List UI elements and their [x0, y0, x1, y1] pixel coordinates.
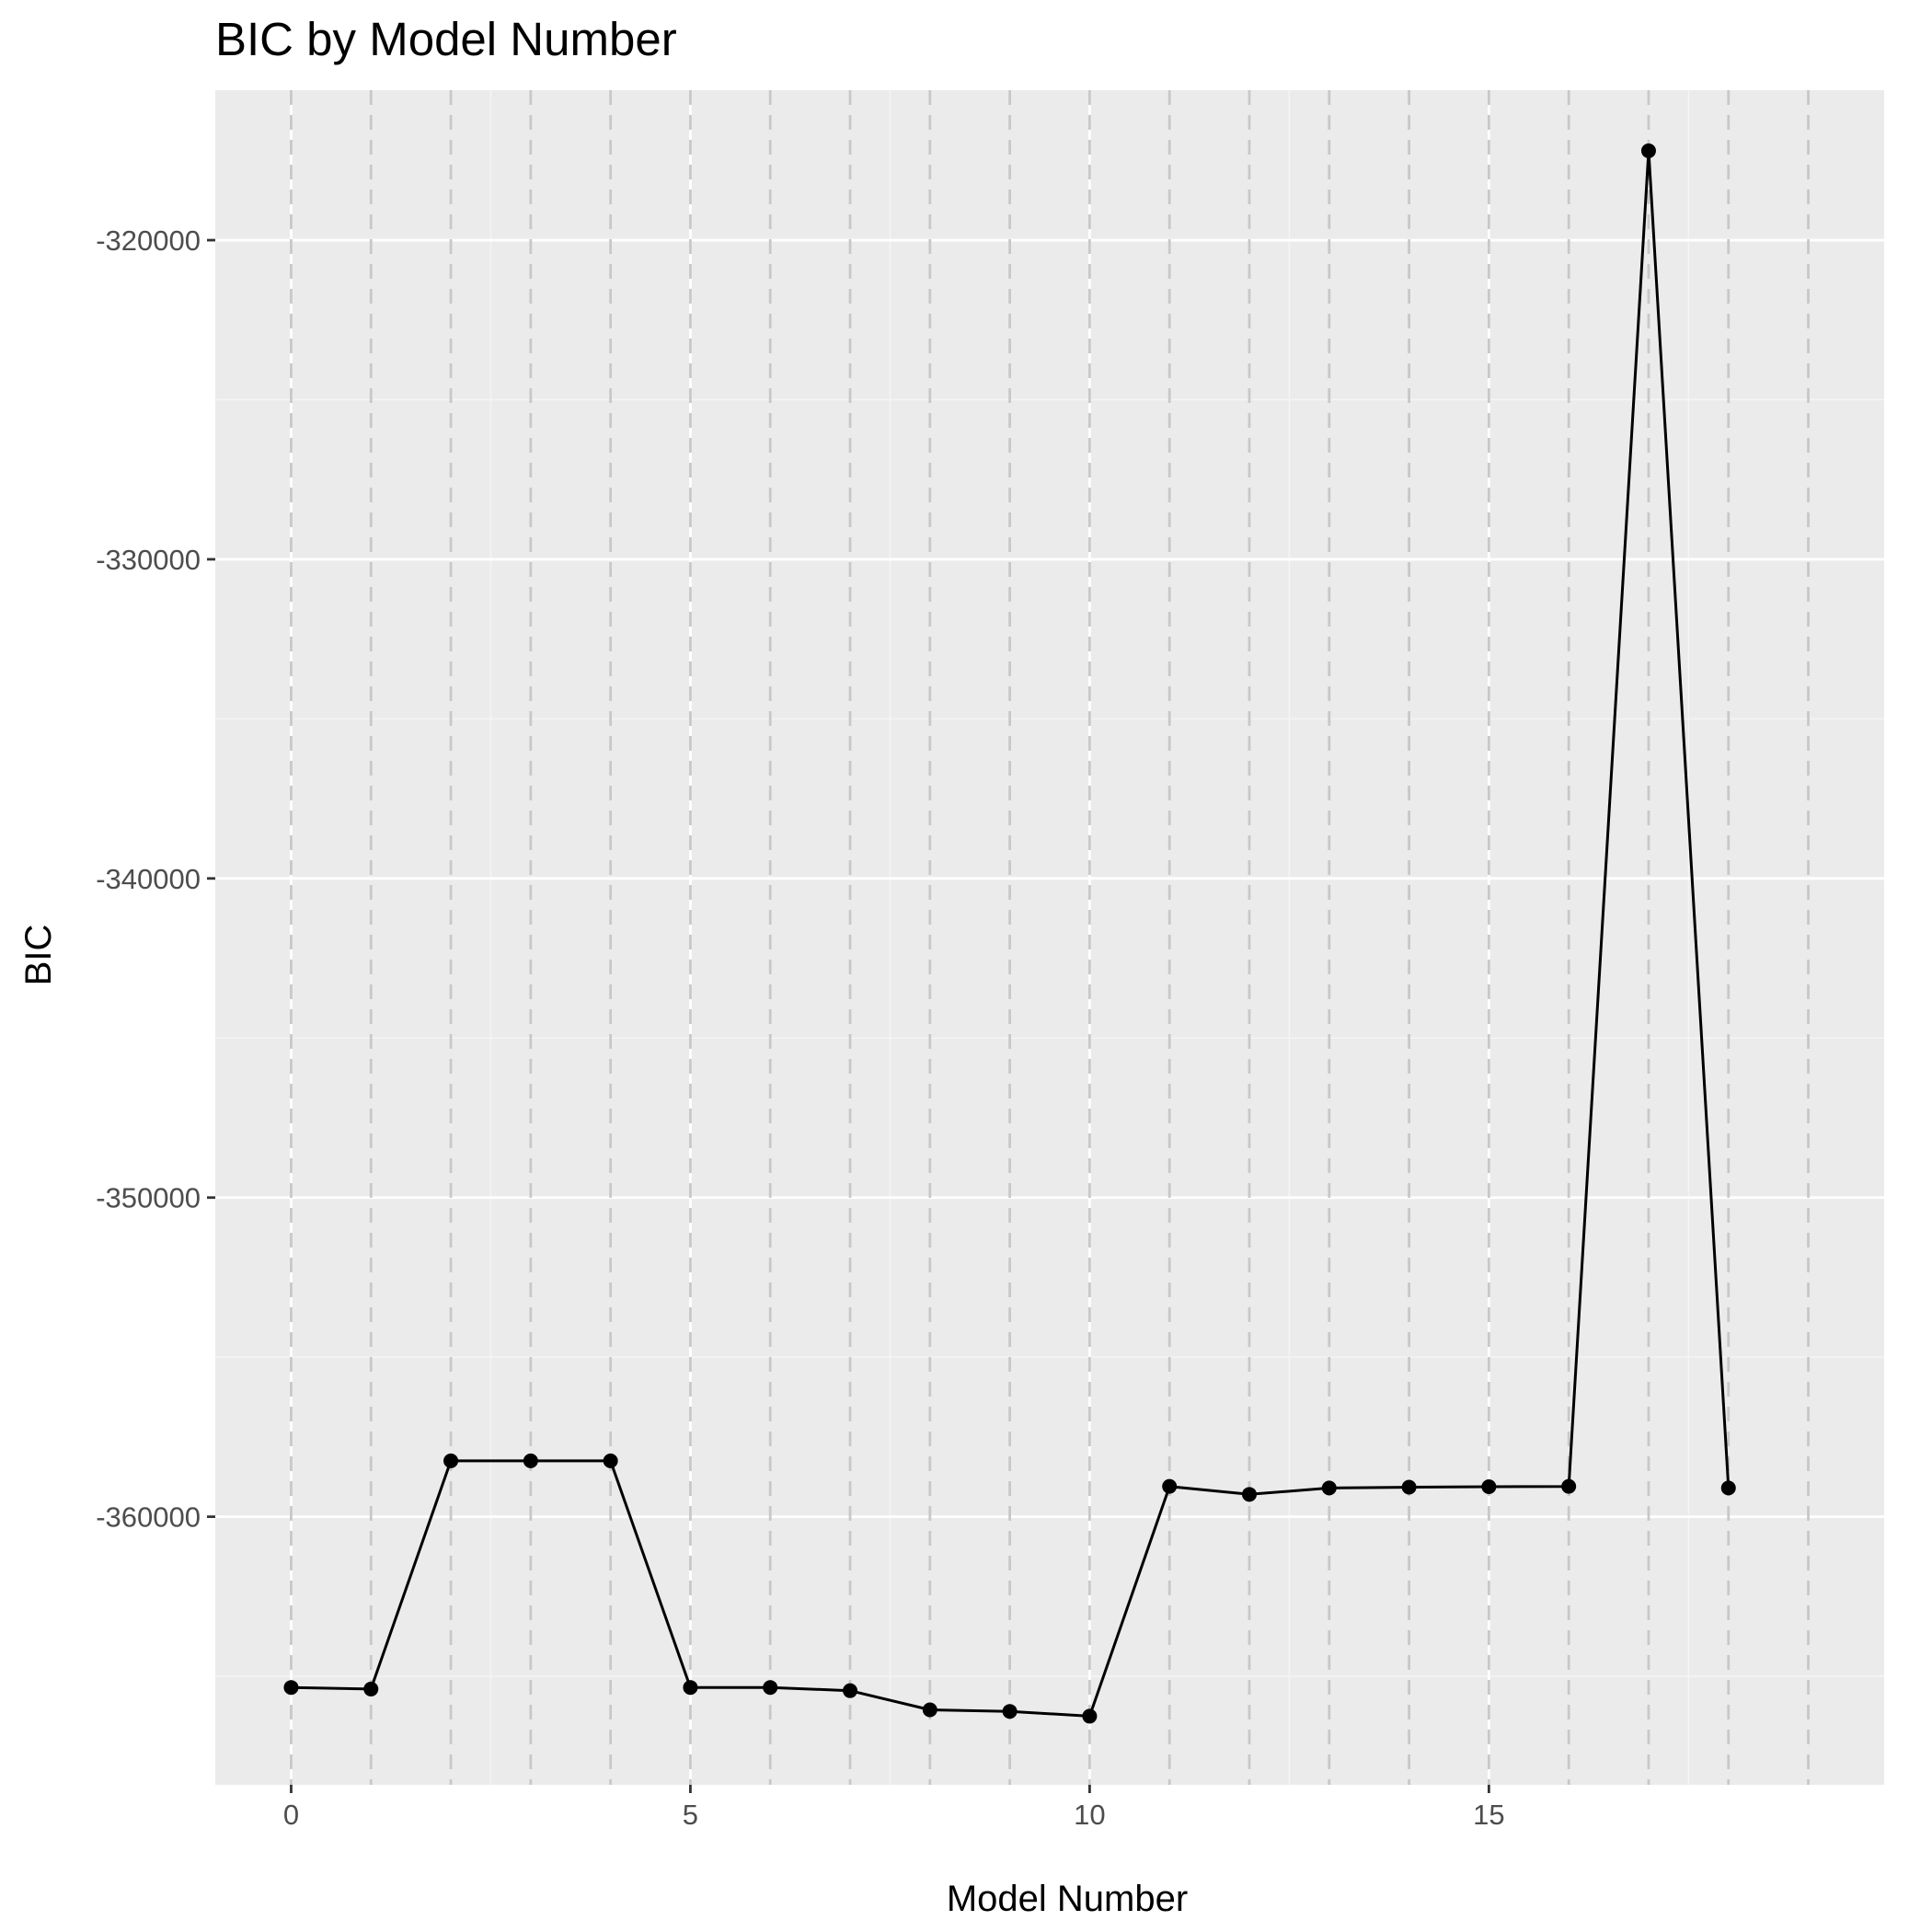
model-vlines	[290, 90, 1810, 1785]
data-point	[1401, 1479, 1417, 1495]
x-tick-label: 0	[283, 1799, 299, 1831]
y-axis: -320000 -330000 -340000 -350000 -360000	[96, 224, 215, 1534]
data-point	[1561, 1478, 1577, 1494]
data-point	[603, 1453, 618, 1468]
data-point	[843, 1683, 858, 1698]
data-point	[1241, 1487, 1257, 1502]
data-point	[1481, 1479, 1497, 1495]
minor-gridlines	[215, 90, 1884, 1785]
y-axis-title: BIC	[18, 925, 59, 986]
x-axis-title: Model Number	[947, 1879, 1188, 1919]
y-tick-label: -320000	[96, 224, 201, 257]
data-point	[1720, 1480, 1736, 1496]
data-point	[363, 1681, 379, 1696]
x-tick-label: 10	[1074, 1799, 1105, 1831]
data-point	[763, 1680, 778, 1696]
data-point	[1321, 1480, 1337, 1496]
y-tick-label: -330000	[96, 544, 201, 576]
data-point	[1162, 1478, 1178, 1494]
data-point	[523, 1453, 538, 1468]
plot-panel	[215, 90, 1884, 1785]
data-point	[1640, 143, 1656, 158]
data-point	[1002, 1704, 1018, 1719]
data-point	[683, 1680, 698, 1696]
x-tick-label: 5	[683, 1799, 698, 1831]
chart-title: BIC by Model Number	[215, 13, 677, 65]
x-axis: 0 5 10 15	[283, 1785, 1505, 1831]
data-point	[922, 1702, 937, 1718]
y-tick-label: -350000	[96, 1182, 201, 1214]
y-tick-label: -360000	[96, 1501, 201, 1534]
data-point	[443, 1453, 459, 1468]
data-point	[1082, 1708, 1098, 1724]
data-series	[283, 143, 1736, 1724]
x-tick-label: 15	[1473, 1799, 1504, 1831]
y-tick-label: -340000	[96, 863, 201, 895]
data-point	[283, 1680, 299, 1696]
